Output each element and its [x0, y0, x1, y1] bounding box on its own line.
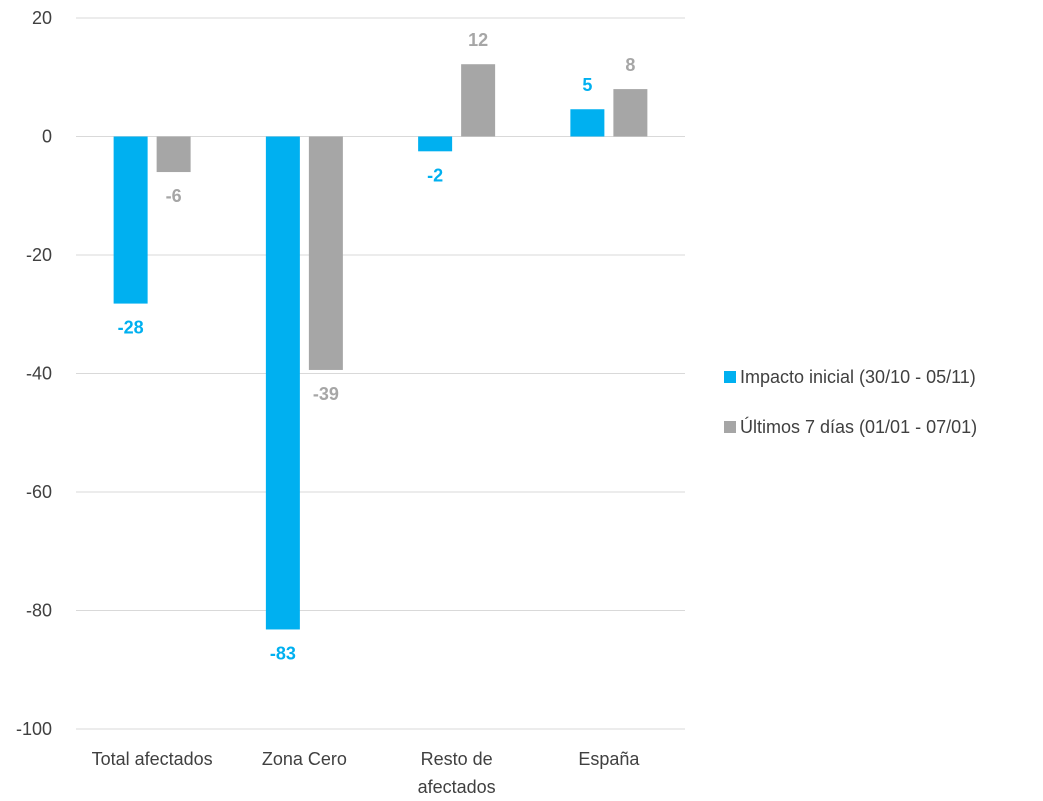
x-category-label: Total afectados — [92, 749, 213, 769]
x-category-label: Zona Cero — [262, 749, 347, 769]
bar-zona-cero-series-1 — [265, 136, 300, 630]
bars — [113, 64, 648, 630]
bar-total-afectados-series-1 — [113, 136, 148, 304]
y-tick-label: -60 — [26, 482, 52, 502]
data-label-zona-cero-series-1: -83 — [270, 643, 296, 663]
bar-zona-cero-series-2 — [308, 136, 343, 370]
data-label-total-afectados-series-1: -28 — [118, 318, 144, 338]
data-label-espana-series-2: 8 — [625, 55, 635, 75]
legend-swatch-impacto-inicial — [724, 371, 736, 383]
x-category-label: Resto de — [421, 749, 493, 769]
y-tick-label: 0 — [42, 127, 52, 147]
y-tick-label: 20 — [32, 8, 52, 28]
data-labels: -28 -6 -83 -39 -2 12 5 8 — [118, 30, 636, 663]
y-tick-label: -100 — [16, 719, 52, 739]
legend-label-ultimos-7-dias: Últimos 7 días (01/01 - 07/01) — [740, 416, 978, 437]
x-category-label: afectados — [418, 777, 496, 797]
bar-resto-de-afectados-series-2 — [461, 64, 496, 137]
data-label-total-afectados-series-2: -6 — [166, 186, 182, 206]
bar-espana-series-2 — [613, 89, 648, 137]
data-label-zona-cero-series-2: -39 — [313, 384, 339, 404]
y-tick-label: -80 — [26, 601, 52, 621]
x-axis: Total afectados Zona Cero Resto de afectado… — [92, 749, 641, 797]
x-category-label: España — [578, 749, 640, 769]
bar-total-afectados-series-2 — [156, 136, 191, 173]
legend: Impacto inicial (30/10 - 05/11) Últimos … — [724, 366, 977, 466]
legend-item-impacto-inicial: Impacto inicial (30/10 - 05/11) — [724, 366, 977, 388]
y-axis: 20 0 -20 -40 -60 -80 -100 — [16, 8, 52, 739]
legend-label-impacto-inicial: Impacto inicial (30/10 - 05/11) — [740, 366, 976, 387]
bar-resto-de-afectados-series-1 — [418, 136, 453, 152]
y-tick-label: -20 — [26, 245, 52, 265]
legend-swatch-ultimos-7-dias — [724, 421, 736, 433]
bar-espana-series-1 — [570, 109, 605, 137]
data-label-resto-de-afectados-series-1: -2 — [427, 165, 443, 185]
legend-item-ultimos-7-dias: Últimos 7 días (01/01 - 07/01) — [724, 416, 977, 438]
y-tick-label: -40 — [26, 364, 52, 384]
data-label-espana-series-1: 5 — [582, 75, 592, 95]
data-label-resto-de-afectados-series-2: 12 — [468, 30, 488, 50]
